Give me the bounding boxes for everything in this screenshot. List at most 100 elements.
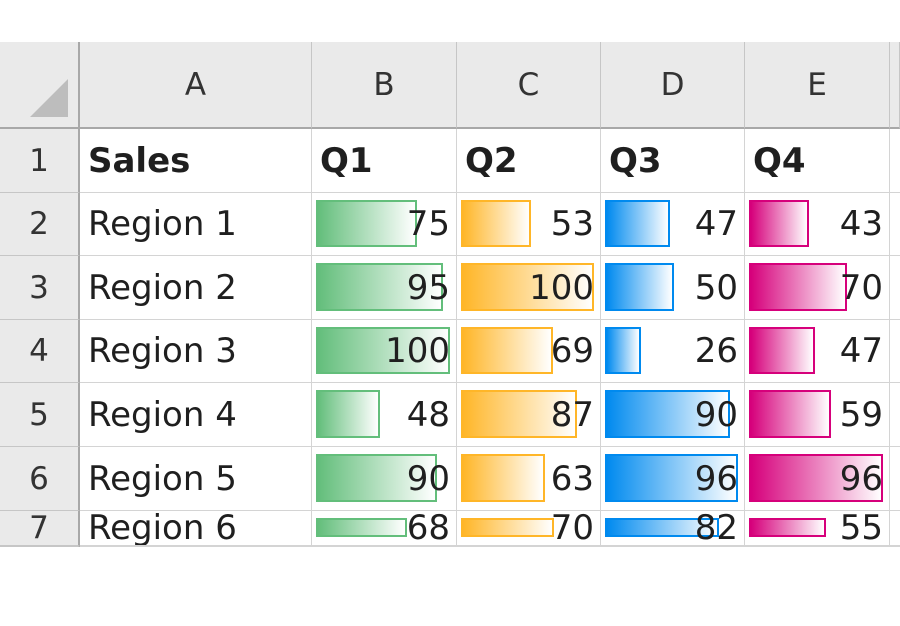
cell-c7[interactable]: 70 [457,511,601,546]
cell-e8[interactable] [745,546,890,547]
cell-c6[interactable]: 63 [457,447,601,511]
cell-f4[interactable] [890,320,900,383]
cell-value: 47 [839,331,883,371]
cell-value: 96 [839,458,883,499]
column-header-e[interactable]: E [745,42,890,129]
data-bar [605,327,641,374]
cell-value: 70 [839,267,883,308]
row-header-3[interactable]: 3 [0,256,80,320]
cell-f6[interactable] [890,447,900,511]
cell-value: 48 [406,394,450,435]
data-bar [461,390,577,438]
data-bar [316,454,437,502]
cell-c1[interactable]: Q2 [457,129,601,193]
cell-d7[interactable]: 82 [601,511,745,546]
cell-d5[interactable]: 90 [601,383,745,447]
data-bar [605,454,738,502]
cell-a3[interactable]: Region 2 [80,256,312,320]
cell-e3[interactable]: 70 [745,256,890,320]
cell-b3[interactable]: 95 [312,256,457,320]
cell-f3[interactable] [890,256,900,320]
data-bar [605,263,674,311]
cell-a6[interactable]: Region 5 [80,447,312,511]
cell-f1[interactable] [890,129,900,193]
cell-b7[interactable]: 68 [312,511,457,546]
cell-value: 26 [694,331,738,371]
cell-b1[interactable]: Q1 [312,129,457,193]
cell-b6[interactable]: 90 [312,447,457,511]
cell-value: 70 [550,511,594,546]
data-bar [316,518,407,537]
data-bar [749,390,831,438]
cell-c2[interactable]: 53 [457,193,601,256]
column-header-f-partial[interactable] [890,42,900,129]
cell-c3[interactable]: 100 [457,256,601,320]
cell-a2[interactable]: Region 1 [80,193,312,256]
data-bar [749,200,809,247]
cell-value: 63 [550,458,594,499]
cell-d1[interactable]: Q3 [601,129,745,193]
cell-value: 90 [406,458,450,499]
row-header-4[interactable]: 4 [0,320,80,383]
data-bar [749,263,847,311]
cell-d8[interactable] [601,546,745,547]
cell-a8[interactable] [80,546,312,547]
cell-f2[interactable] [890,193,900,256]
cell-value: 50 [694,267,738,308]
cell-d4[interactable]: 26 [601,320,745,383]
cell-c5[interactable]: 87 [457,383,601,447]
cell-c8[interactable] [457,546,601,547]
data-bar [461,518,554,537]
cell-b5[interactable]: 48 [312,383,457,447]
row-header-7[interactable]: 7 [0,511,80,546]
cell-e6[interactable]: 96 [745,447,890,511]
cell-e1[interactable]: Q4 [745,129,890,193]
cell-f7[interactable] [890,511,900,546]
cell-value: 47 [694,204,738,244]
cell-e4[interactable]: 47 [745,320,890,383]
cell-value: 75 [406,204,450,244]
cell-e2[interactable]: 43 [745,193,890,256]
cell-d3[interactable]: 50 [601,256,745,320]
column-header-b[interactable]: B [312,42,457,129]
data-bar [461,263,594,311]
cell-grid: A B C D E 1 Sales Q1 Q2 Q3 Q4 2 Region 1 7… [0,42,900,547]
cell-value: 87 [550,394,594,435]
cell-value: 96 [694,458,738,499]
select-all-triangle-icon [30,79,68,117]
column-header-c[interactable]: C [457,42,601,129]
select-all-corner[interactable] [0,42,80,129]
cell-value: 100 [529,267,594,308]
cell-d6[interactable]: 96 [601,447,745,511]
row-header-1[interactable]: 1 [0,129,80,193]
cell-b8[interactable] [312,546,457,547]
cell-a4[interactable]: Region 3 [80,320,312,383]
data-bar [605,200,670,247]
data-bar [749,454,883,502]
row-header-8-partial[interactable] [0,546,80,547]
cell-value: 69 [550,331,594,371]
data-bar [749,327,815,374]
cell-a5[interactable]: Region 4 [80,383,312,447]
row-header-2[interactable]: 2 [0,193,80,256]
column-header-d[interactable]: D [601,42,745,129]
cell-value: 43 [839,204,883,244]
cell-e7[interactable]: 55 [745,511,890,546]
cell-a1[interactable]: Sales [80,129,312,193]
cell-e5[interactable]: 59 [745,383,890,447]
cell-f8[interactable] [890,546,900,547]
data-bar [316,327,450,374]
cell-b2[interactable]: 75 [312,193,457,256]
data-bar [461,327,553,374]
cell-f5[interactable] [890,383,900,447]
cell-a7[interactable]: Region 6 [80,511,312,546]
data-bar [461,454,545,502]
spreadsheet: A B C D E 1 Sales Q1 Q2 Q3 Q4 2 Region 1 7… [0,42,900,582]
cell-c4[interactable]: 69 [457,320,601,383]
cell-d2[interactable]: 47 [601,193,745,256]
cell-value: 90 [694,394,738,435]
cell-b4[interactable]: 100 [312,320,457,383]
row-header-6[interactable]: 6 [0,447,80,511]
column-header-a[interactable]: A [80,42,312,129]
row-header-5[interactable]: 5 [0,383,80,447]
